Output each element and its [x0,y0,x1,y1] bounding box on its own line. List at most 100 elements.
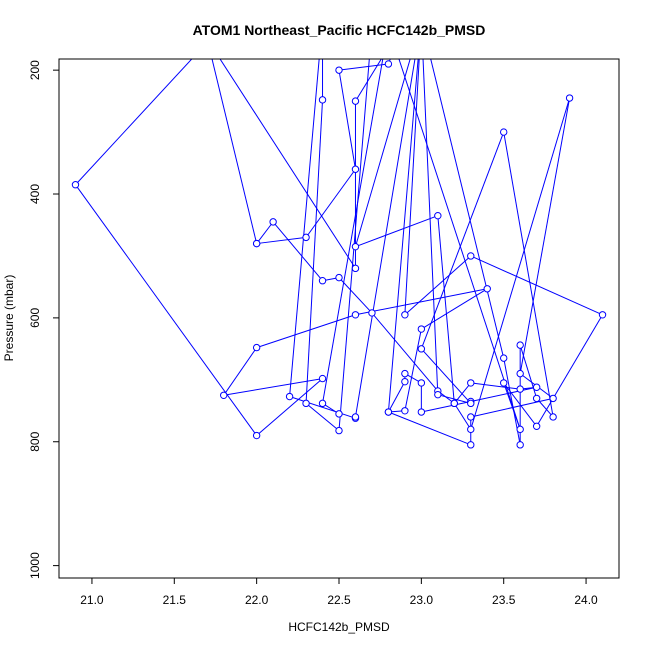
data-point [318,277,327,285]
y-tick-label: 400 [28,184,42,204]
series-segment [355,59,382,102]
data-point [252,239,261,248]
series-segment [470,397,554,418]
data-point [318,374,327,383]
data-point [549,394,557,403]
data-point [516,425,524,434]
data-point [434,211,442,220]
series-segment [371,312,439,392]
series-segment [404,255,472,316]
series-segment [223,347,258,396]
series-segment [470,97,571,430]
data-point [269,218,277,226]
data-point [467,413,475,421]
x-tick-label: 22.5 [327,593,351,607]
data-point [252,343,261,352]
data-point [467,252,475,260]
y-tick-label: 600 [28,308,42,328]
data-point [351,311,360,319]
series-segment [289,396,356,419]
y-tick-label: 800 [28,431,42,451]
y-tick-label: 1000 [28,552,42,579]
data-point [483,285,491,293]
series-segment [519,97,571,374]
data-point [351,165,360,173]
data-point [318,96,327,104]
x-tick-label: 24.0 [574,593,598,607]
series-segment [355,288,488,316]
series-segment [398,59,521,430]
series-segment [338,277,373,314]
series-segment [75,59,193,186]
y-tick-label: 200 [28,60,42,80]
data-point [467,379,475,387]
series-segment [256,378,323,436]
series-segment [338,63,389,71]
data-point [302,233,310,242]
series-segment [422,59,439,395]
y-axis: 200 400 600 800 1000 [28,60,59,579]
data-point [467,425,475,434]
series-segment [322,59,384,404]
series-segment [404,59,420,315]
data-point [417,325,426,333]
data-point [500,354,508,362]
data-point [516,385,524,393]
series-segment [354,59,416,418]
x-axis: 21.0 21.5 22.0 22.5 23.0 23.5 24.0 [80,578,598,607]
series-segment [354,59,411,247]
x-tick-label: 22.0 [245,593,269,607]
x-tick-label: 21.5 [163,593,187,607]
data-point [351,264,360,273]
data-point [351,97,360,105]
data-point [335,273,343,282]
series-segment [420,131,505,350]
series-segment [289,59,320,397]
data-point [434,390,442,399]
series-segment [420,348,472,404]
data-point [450,399,458,408]
data-point [335,426,343,435]
data-point [500,128,508,136]
series-segment [388,411,471,446]
series-segment [387,381,406,413]
series-segment [305,168,356,238]
data-point [401,407,409,415]
y-axis-label: Pressure (mbar) [2,275,16,362]
series-segment [453,403,472,430]
series-segment [211,59,258,244]
data-point [532,394,541,403]
chart-title: ATOM1 Northeast_Pacific HCFC142b_PMSD [193,22,486,38]
series-segment [223,378,323,396]
data-point [401,377,409,386]
data-point [384,60,393,68]
series-segment [470,255,603,316]
data-point [565,94,574,102]
series-segment [437,215,455,404]
series-segment [503,131,554,418]
data-point [598,311,607,319]
data-point [516,341,524,349]
data-point [252,431,261,440]
series-segment [430,59,505,359]
series-segment [470,386,537,402]
data-point [401,311,409,319]
data-point [467,399,475,408]
series-segment [305,402,340,431]
data-point [549,413,557,421]
series-segment [387,59,419,413]
series-segment [404,328,422,411]
data-point [220,391,228,399]
data-point [500,379,508,387]
series-segment [503,382,538,427]
x-tick-label: 23.0 [410,593,434,607]
data-point [302,399,310,408]
series-segment [536,314,603,427]
data-point [368,309,376,317]
x-tick-label: 21.0 [80,593,104,607]
data-point [516,369,524,378]
data-point [285,392,294,401]
series-segment [338,70,356,170]
data-point [532,383,541,391]
